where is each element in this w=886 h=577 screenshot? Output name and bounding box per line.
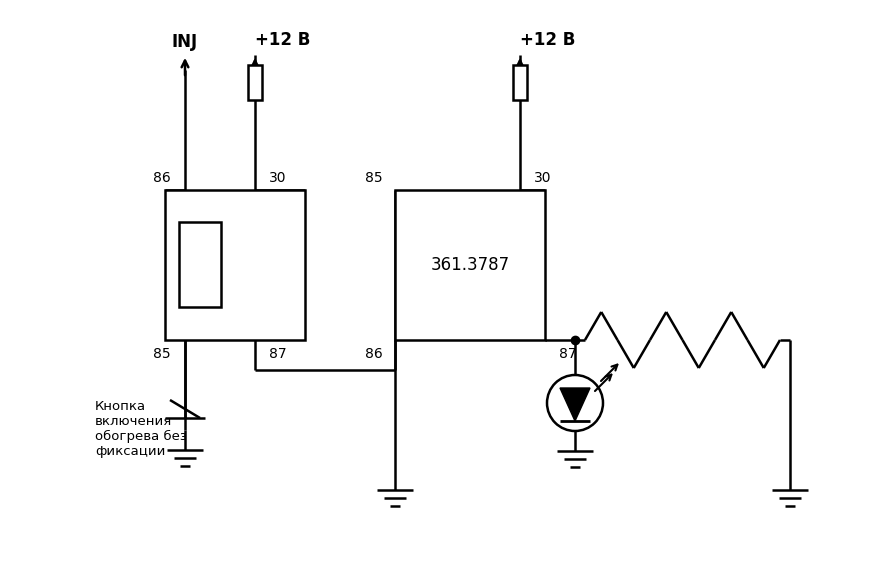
Bar [165, 190, 305, 340]
Text: INJ: INJ [172, 33, 198, 51]
Text: +12 В: +12 В [520, 31, 575, 49]
Bar [394, 190, 544, 340]
Text: 30: 30 [268, 171, 286, 185]
Text: 87: 87 [268, 347, 286, 361]
Text: 85: 85 [153, 347, 171, 361]
Text: 85: 85 [365, 171, 383, 185]
Polygon shape [559, 388, 589, 421]
Text: +12 В: +12 В [255, 31, 310, 49]
Text: 361.3787: 361.3787 [430, 256, 509, 274]
Bar [179, 222, 221, 307]
Text: 30: 30 [533, 171, 551, 185]
Bar [248, 65, 261, 100]
Text: 87: 87 [558, 347, 576, 361]
Text: 86: 86 [153, 171, 171, 185]
Text: 86: 86 [365, 347, 383, 361]
Text: Кнопка
включения
обогрева без
фиксации: Кнопка включения обогрева без фиксации [95, 400, 187, 458]
Bar [512, 65, 526, 100]
